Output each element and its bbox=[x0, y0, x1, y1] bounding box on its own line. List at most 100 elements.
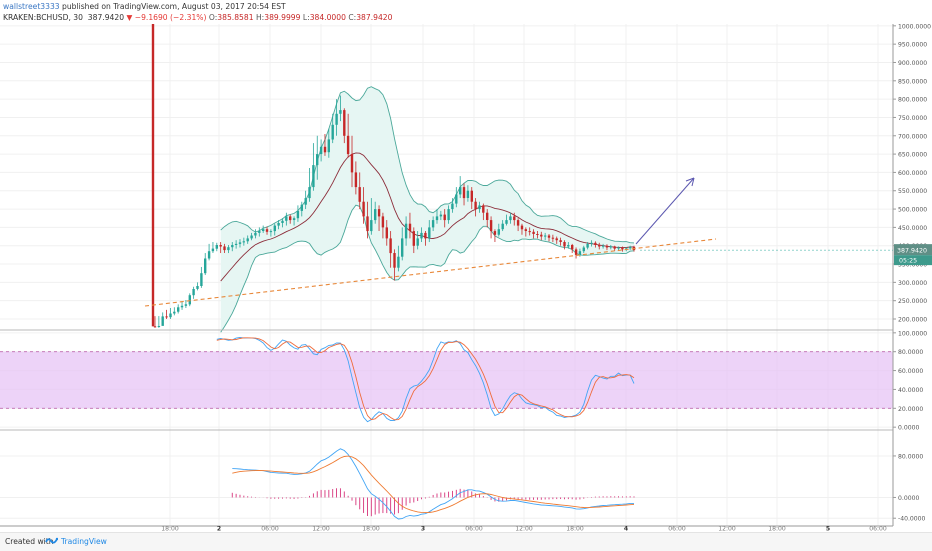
candle-body bbox=[617, 247, 620, 249]
time-axis: 18:00 2 06:00 12:00 18:00 3 06:00 12:00 18:00 4 06… bbox=[161, 526, 887, 533]
price-tick-label: 950.0000 bbox=[898, 42, 927, 49]
time-tick-label: 18:00 bbox=[768, 526, 786, 533]
candle-body bbox=[350, 154, 354, 173]
candle-body bbox=[188, 295, 191, 305]
candle-body bbox=[571, 245, 574, 250]
footer-brand-link[interactable]: TradingView bbox=[61, 537, 107, 546]
candle-body bbox=[435, 216, 439, 221]
candle-body bbox=[343, 110, 346, 136]
projection-arrow-line bbox=[635, 177, 695, 245]
candle-body bbox=[377, 209, 381, 217]
time-tick-label: 18:00 bbox=[161, 526, 179, 533]
candle-body bbox=[177, 307, 180, 312]
candle-body bbox=[598, 245, 601, 247]
candle-body bbox=[192, 289, 195, 296]
countdown-tag-label: 05:25 bbox=[899, 258, 917, 265]
bollinger-lower-line bbox=[220, 204, 635, 333]
price-tick-label: 200.0000 bbox=[898, 317, 927, 324]
candle-body bbox=[161, 316, 164, 326]
candle-body bbox=[204, 258, 207, 274]
open-label: O: bbox=[208, 13, 218, 22]
candle-body bbox=[254, 232, 257, 236]
candle-body bbox=[594, 242, 597, 245]
price-tick-label: 900.0000 bbox=[898, 60, 927, 67]
candle-body bbox=[628, 246, 632, 249]
candle-body bbox=[308, 187, 311, 199]
time-tick-label: 12:00 bbox=[515, 526, 533, 533]
candle-body bbox=[474, 201, 477, 209]
candle-body bbox=[285, 216, 288, 221]
candle-body bbox=[536, 234, 539, 235]
candle-body bbox=[215, 245, 218, 249]
price-axis: 1000.0000 950.0000 900.0000 850.0000 800.000… bbox=[893, 23, 931, 523]
low-label: L: bbox=[302, 13, 310, 22]
last-price-tag bbox=[894, 244, 932, 256]
high-value: 389.9999 bbox=[264, 13, 301, 22]
candle-body bbox=[459, 187, 462, 195]
candle-body bbox=[385, 227, 388, 239]
candle-body bbox=[416, 238, 419, 246]
publish-info: wallstreet3333 published on TradingView.… bbox=[3, 2, 286, 11]
candle-body bbox=[540, 234, 543, 237]
candle-body bbox=[207, 251, 211, 259]
author-link[interactable]: wallstreet3333 bbox=[3, 2, 60, 11]
macd-tick-label: -40.0000 bbox=[898, 516, 926, 523]
candle-body bbox=[505, 220, 508, 224]
price-tick-label: 600.0000 bbox=[898, 170, 927, 177]
candle-body bbox=[335, 113, 338, 125]
time-tick-label: 18:00 bbox=[362, 526, 380, 533]
candle-body bbox=[262, 229, 265, 231]
candle-body bbox=[424, 232, 427, 239]
candle-body bbox=[528, 231, 531, 233]
candle-body bbox=[404, 223, 408, 239]
price-tick-label: 650.0000 bbox=[898, 152, 927, 159]
published-text: published on TradingView.com, August 03,… bbox=[59, 2, 286, 11]
stoch-tick-label: 0.0000 bbox=[898, 425, 919, 432]
tradingview-logo-icon[interactable] bbox=[45, 536, 58, 546]
candle-body bbox=[447, 209, 450, 221]
low-value: 384.0000 bbox=[309, 13, 346, 22]
candle-body bbox=[242, 241, 245, 243]
candle-body bbox=[157, 326, 161, 327]
candle-body bbox=[547, 235, 551, 238]
candle-body bbox=[516, 220, 520, 226]
price-chart[interactable]: 1000.0000 950.0000 900.0000 850.0000 800.000… bbox=[0, 0, 932, 532]
candle-body bbox=[524, 229, 527, 231]
stoch-tick-label: 80.0000 bbox=[898, 349, 923, 356]
candle-body bbox=[489, 220, 493, 232]
open-value: 385.8581 bbox=[217, 13, 254, 22]
candle-body bbox=[501, 223, 504, 230]
candle-body bbox=[408, 223, 412, 231]
symbol-info: KRAKEN:BCHUSD, 30 387.9420 ▼ −9.1690 (−2… bbox=[3, 13, 392, 22]
candle-body bbox=[509, 216, 512, 221]
candle-body bbox=[428, 227, 431, 239]
candle-body bbox=[246, 238, 249, 242]
candle-body bbox=[316, 154, 319, 166]
candle-body bbox=[231, 245, 234, 248]
candle-body bbox=[346, 135, 350, 155]
candle-body bbox=[412, 231, 415, 246]
time-tick-label: 12:00 bbox=[312, 526, 330, 533]
macd-histogram bbox=[231, 488, 635, 517]
candle-body bbox=[470, 190, 473, 202]
countdown-tag bbox=[894, 255, 932, 266]
candle-body bbox=[366, 216, 369, 232]
time-tick-label: 3 bbox=[421, 526, 425, 533]
stoch-tick-label: 100.0000 bbox=[898, 330, 927, 337]
candle-body bbox=[578, 251, 582, 255]
candle-body bbox=[184, 304, 188, 306]
candle-body bbox=[401, 238, 404, 257]
candle-body bbox=[358, 187, 361, 202]
last-price: 387.9420 bbox=[87, 13, 125, 22]
candle-body bbox=[277, 223, 280, 226]
candle-body bbox=[319, 146, 323, 155]
price-tick-label: 250.0000 bbox=[898, 298, 927, 305]
price-tick-label: 850.0000 bbox=[898, 78, 927, 85]
candle-body bbox=[153, 326, 157, 328]
price-axis-bg bbox=[893, 24, 932, 526]
candle-body bbox=[443, 214, 446, 221]
candle-body bbox=[601, 245, 605, 247]
candle-body bbox=[544, 235, 547, 237]
stoch-tick-label: 20.0000 bbox=[898, 406, 923, 413]
candle-body bbox=[397, 256, 400, 268]
